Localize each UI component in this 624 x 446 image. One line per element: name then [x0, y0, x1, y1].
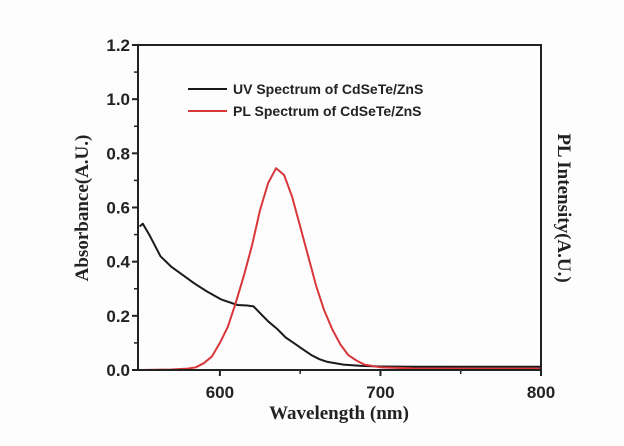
y2-axis-label: PL Intensity(A.U.) — [553, 133, 574, 282]
x-tick-label: 600 — [206, 383, 234, 402]
legend-label-pl: PL Spectrum of CdSeTe/ZnS — [233, 103, 422, 119]
y-tick-label: 0.8 — [106, 144, 130, 163]
y-tick-label: 0.6 — [106, 199, 130, 218]
y-tick-label: 0.2 — [106, 307, 130, 326]
legend: UV Spectrum of CdSeTe/ZnS PL Spectrum of… — [188, 81, 423, 119]
x-tick-label: 800 — [527, 383, 555, 402]
y-tick-label: 1.0 — [106, 90, 130, 109]
x-axis-label: Wavelength (nm) — [269, 403, 409, 424]
y-tick-label: 0.0 — [106, 361, 130, 380]
series-line-uv — [138, 222, 541, 368]
y-tick-label: 1.2 — [106, 36, 130, 55]
legend-label-uv: UV Spectrum of CdSeTe/ZnS — [233, 81, 423, 97]
y-tick-label: 0.4 — [106, 253, 130, 272]
x-tick-label: 700 — [366, 383, 394, 402]
y-axis-label: Absorbance(A.U.) — [72, 135, 93, 282]
series-line-pl — [139, 167, 541, 371]
